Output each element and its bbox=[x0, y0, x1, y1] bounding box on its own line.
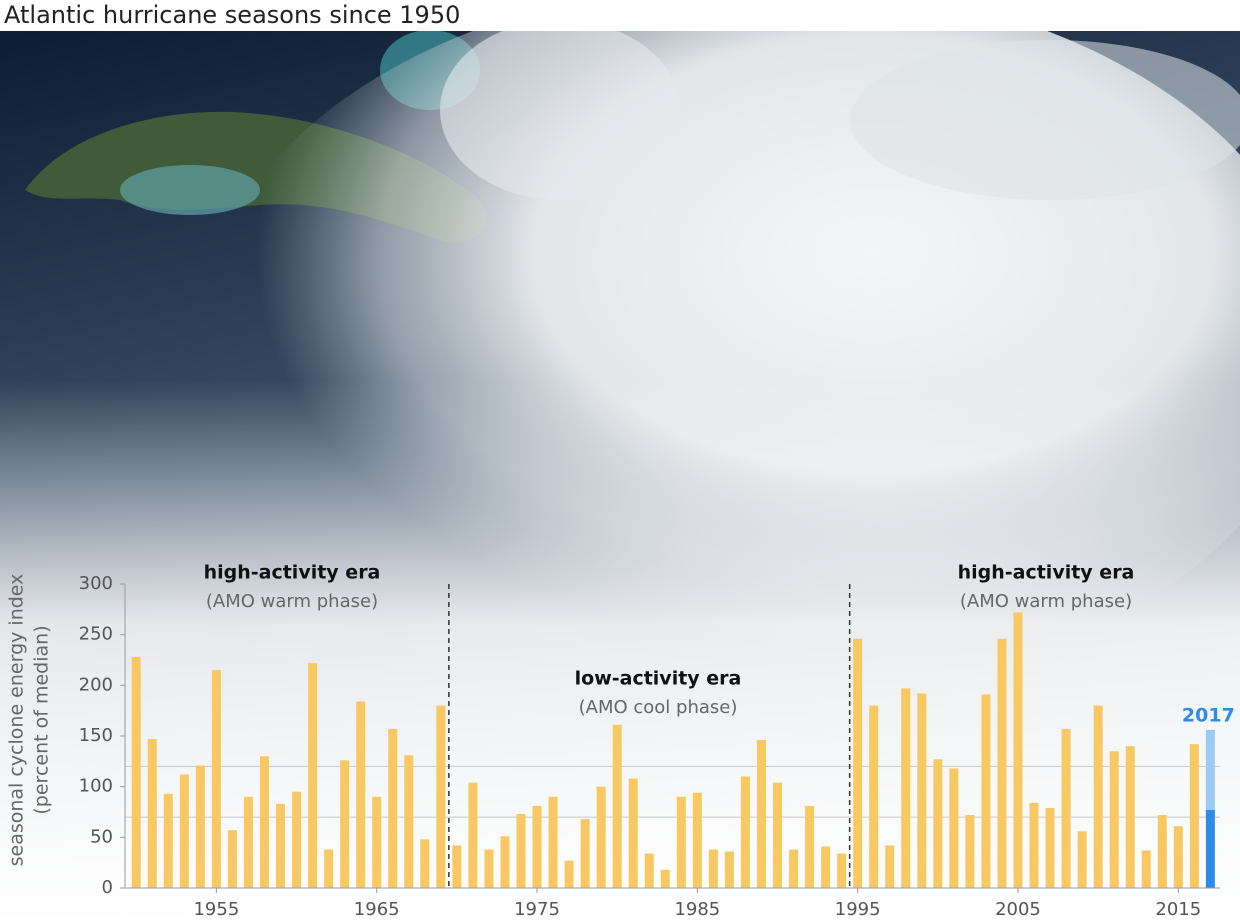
x-tick-label: 1975 bbox=[514, 899, 560, 920]
bar bbox=[147, 739, 157, 888]
bar bbox=[324, 849, 334, 888]
bar bbox=[1045, 807, 1055, 888]
bar bbox=[1093, 705, 1103, 888]
bar bbox=[612, 724, 622, 888]
bar bbox=[644, 853, 654, 888]
bar bbox=[1189, 744, 1199, 888]
bar bbox=[452, 845, 462, 888]
era-title: high-activity era bbox=[958, 562, 1135, 584]
bar bbox=[1157, 815, 1167, 888]
y-axis-sublabel: (percent of median) bbox=[31, 625, 53, 814]
y-tick-label: 100 bbox=[79, 776, 113, 797]
x-tick-label: 2005 bbox=[995, 899, 1041, 920]
chart-title: Atlantic hurricane seasons since 1950 bbox=[4, 1, 460, 29]
bar bbox=[708, 849, 718, 888]
bar bbox=[660, 869, 670, 888]
bar bbox=[869, 705, 879, 888]
bar bbox=[564, 860, 574, 888]
bar bbox=[740, 776, 750, 888]
bar bbox=[276, 803, 286, 888]
bar bbox=[340, 760, 350, 888]
bar bbox=[1061, 728, 1071, 888]
bar bbox=[1173, 826, 1183, 888]
bar bbox=[404, 755, 414, 888]
bar bbox=[420, 839, 430, 888]
bar bbox=[676, 796, 686, 888]
bar bbox=[356, 701, 366, 888]
highlight-label: 2017 bbox=[1182, 704, 1235, 726]
highlight-bar-segment bbox=[1205, 729, 1215, 810]
bar bbox=[1029, 802, 1039, 888]
bar bbox=[885, 845, 895, 888]
bar bbox=[1125, 746, 1135, 888]
x-tick-label: 1955 bbox=[193, 899, 239, 920]
era-title: high-activity era bbox=[204, 562, 381, 584]
bar bbox=[516, 814, 526, 888]
y-tick-label: 50 bbox=[90, 826, 113, 847]
bar bbox=[292, 791, 302, 888]
y-tick-label: 200 bbox=[79, 674, 113, 695]
bar bbox=[756, 740, 766, 888]
bar bbox=[163, 793, 173, 888]
bar bbox=[195, 765, 205, 888]
y-tick-label: 300 bbox=[79, 573, 113, 594]
bar bbox=[243, 796, 253, 888]
bar bbox=[837, 853, 847, 888]
bar bbox=[997, 638, 1007, 888]
x-tick-label: 1965 bbox=[354, 899, 400, 920]
bar bbox=[372, 796, 382, 888]
bar bbox=[436, 705, 446, 888]
y-tick-label: 150 bbox=[79, 725, 113, 746]
bar bbox=[1109, 751, 1119, 888]
x-tick-label: 1995 bbox=[835, 899, 881, 920]
bar bbox=[484, 849, 494, 888]
bar bbox=[548, 796, 558, 888]
bar bbox=[917, 693, 927, 888]
y-tick-label: 0 bbox=[102, 877, 113, 898]
bar bbox=[949, 768, 959, 888]
era-subtitle: (AMO warm phase) bbox=[206, 591, 378, 612]
bar bbox=[773, 782, 783, 888]
x-tick-label: 1985 bbox=[674, 899, 720, 920]
bar bbox=[227, 830, 237, 888]
bar bbox=[500, 836, 510, 888]
bar bbox=[596, 786, 606, 888]
bar bbox=[965, 815, 975, 888]
bar bbox=[821, 846, 831, 888]
bar bbox=[692, 792, 702, 888]
era-subtitle: (AMO cool phase) bbox=[579, 697, 738, 718]
bar bbox=[1141, 850, 1151, 888]
bar bbox=[789, 849, 799, 888]
bar bbox=[259, 756, 269, 888]
bar bbox=[468, 782, 478, 888]
bar bbox=[388, 728, 398, 888]
bar bbox=[805, 805, 815, 888]
highlight-bar-segment bbox=[1205, 809, 1215, 888]
bar bbox=[1013, 612, 1023, 888]
bar bbox=[981, 694, 991, 888]
era-title: low-activity era bbox=[575, 668, 742, 690]
bar bbox=[628, 778, 638, 888]
bar bbox=[901, 688, 911, 888]
x-tick-label: 2015 bbox=[1155, 899, 1201, 920]
bar bbox=[1077, 831, 1087, 888]
bar bbox=[724, 851, 734, 888]
bar bbox=[580, 819, 590, 888]
bar bbox=[853, 638, 863, 888]
y-axis-label: seasonal cyclone energy index bbox=[6, 574, 28, 867]
bar bbox=[179, 774, 189, 888]
bar bbox=[131, 656, 141, 888]
bar bbox=[308, 663, 318, 888]
bar bbox=[532, 805, 542, 888]
bar bbox=[933, 759, 943, 888]
era-subtitle: (AMO warm phase) bbox=[960, 591, 1132, 612]
bar bbox=[211, 670, 221, 888]
y-tick-label: 250 bbox=[79, 624, 113, 645]
